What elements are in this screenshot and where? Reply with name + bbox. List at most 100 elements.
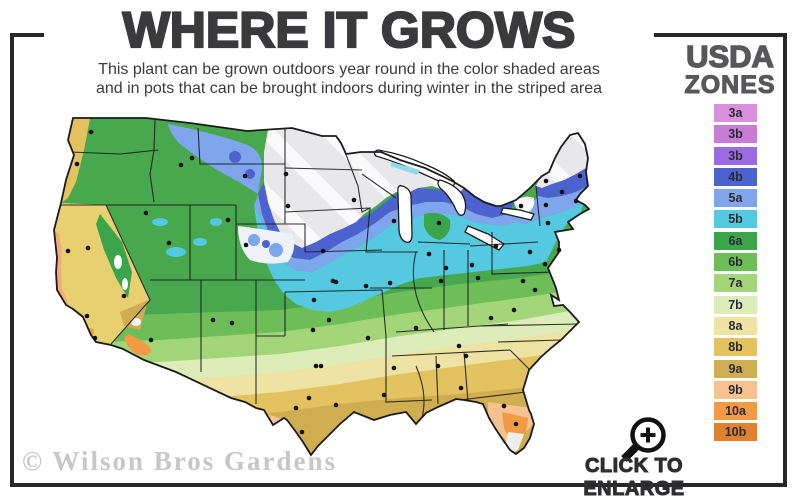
city-dot xyxy=(577,173,583,179)
zone-chip-4b: 4b xyxy=(714,167,757,186)
city-dot xyxy=(391,365,397,371)
city-dot xyxy=(463,353,469,359)
zone-chip-label: 9b xyxy=(728,382,743,397)
city-dot xyxy=(520,278,526,284)
city-dot xyxy=(313,363,319,369)
great-lakes xyxy=(373,149,535,251)
city-dot xyxy=(326,317,332,323)
city-dot xyxy=(381,392,387,398)
city-dot xyxy=(469,262,475,268)
page-title: WHERE IT GROWS xyxy=(122,0,577,58)
city-dot xyxy=(511,307,517,313)
city-dot xyxy=(229,320,235,326)
zone-chip-3b: 3b xyxy=(714,125,757,144)
zone-chip-10b: 10b xyxy=(714,423,757,442)
city-dot xyxy=(365,335,371,341)
city-dot xyxy=(456,343,462,349)
zone-chip-label: 7b xyxy=(728,297,743,312)
city-dot xyxy=(283,171,289,177)
city-dot xyxy=(391,218,397,224)
city-dot xyxy=(475,275,481,281)
lake-erie xyxy=(464,225,505,251)
state-borders xyxy=(57,119,579,419)
striped-area xyxy=(264,128,588,248)
header: WHERE IT GROWS xyxy=(44,0,654,59)
zone-chip-label: 7a xyxy=(728,276,743,291)
city-dot xyxy=(513,421,519,427)
city-dot xyxy=(84,313,90,319)
zone-chip-8b: 8b xyxy=(714,338,757,357)
city-dot xyxy=(573,198,579,204)
zone-chip-label: 6a xyxy=(728,233,743,248)
zone-chip-10a: 10a xyxy=(714,402,757,421)
zone-chip-label: 10a xyxy=(725,404,746,419)
city-dot xyxy=(363,283,369,289)
zone-chip-8a: 8a xyxy=(714,316,757,335)
usda-zone-legend: 3a 3b 3b 4b 5a 5b 6a 6b 7a 7b 8a 8b 9a 9b 10a 10b xyxy=(714,104,757,445)
legend-title: USDA ZONES xyxy=(664,39,796,99)
city-dot xyxy=(242,173,248,179)
city-dot xyxy=(333,402,339,408)
city-dot xyxy=(310,327,316,333)
magnifier-plus-icon[interactable] xyxy=(618,406,680,468)
lake-michigan xyxy=(397,185,413,243)
zone-chip-label: 3a xyxy=(728,106,743,120)
city-dot xyxy=(556,247,562,253)
city-dot xyxy=(527,249,533,255)
city-dot xyxy=(387,280,393,286)
city-dot xyxy=(121,293,127,299)
city-dot xyxy=(436,220,442,226)
city-dot xyxy=(243,242,249,248)
city-dot xyxy=(92,335,98,341)
zone-chip-label: 8a xyxy=(728,318,743,333)
zone-chip-label: 8b xyxy=(728,340,743,355)
city-dot xyxy=(330,278,336,284)
city-dot xyxy=(178,162,184,168)
city-dot xyxy=(458,385,464,391)
city-dot xyxy=(306,395,312,401)
city-dot xyxy=(285,203,291,209)
city-dot xyxy=(438,278,444,284)
zone-chip-6a: 6a xyxy=(714,231,757,250)
city-dot xyxy=(166,240,172,246)
zone-chip-7a: 7a xyxy=(714,274,757,293)
city-dot xyxy=(225,217,231,223)
click-to-enlarge-label[interactable]: CLICK TO ENLARGE xyxy=(583,455,685,500)
city-dot xyxy=(320,248,326,254)
zone-chip-label: 3b xyxy=(728,127,743,142)
subtitle-line-1: This plant can be grown outdoors year ro… xyxy=(98,61,600,78)
subtitle-line-2: and in pots that can be brought indoors … xyxy=(95,80,603,97)
subtitle: This plant can be grown outdoors year ro… xyxy=(44,60,654,98)
city-dot xyxy=(85,245,91,251)
zone-chip-9b: 9b xyxy=(714,380,757,399)
city-dot xyxy=(148,337,154,343)
city-dot xyxy=(318,363,324,369)
city-dot xyxy=(545,220,551,226)
city-dot xyxy=(189,155,195,161)
city-dot xyxy=(543,178,549,184)
city-dot xyxy=(435,363,441,369)
zone-chip-label: 10b xyxy=(724,425,747,440)
city-dot xyxy=(501,403,507,409)
watermark: © Wilson Bros Gardens xyxy=(22,446,337,476)
city-dot xyxy=(299,429,305,435)
legend-title-usda: USDA xyxy=(685,39,774,74)
city-dot xyxy=(493,243,499,249)
city-dot xyxy=(351,197,357,203)
zone-chip-label: 6b xyxy=(728,255,743,270)
lake-huron xyxy=(437,179,467,216)
city-dot xyxy=(488,315,494,321)
zone-chip-label: 9a xyxy=(728,361,743,376)
usda-zones-map[interactable] xyxy=(40,102,600,466)
city-dot xyxy=(559,189,565,195)
lake-ontario xyxy=(500,207,535,221)
legend-title-zones: ZONES xyxy=(684,71,776,99)
city-dot xyxy=(210,317,216,323)
zone-chip-5b: 5b xyxy=(714,210,757,229)
zone-chip-3a: 3a xyxy=(714,104,757,122)
city-dots xyxy=(65,129,583,435)
city-dot xyxy=(311,297,317,303)
city-dot xyxy=(518,203,524,209)
zone-chip-5a: 5a xyxy=(714,189,757,208)
